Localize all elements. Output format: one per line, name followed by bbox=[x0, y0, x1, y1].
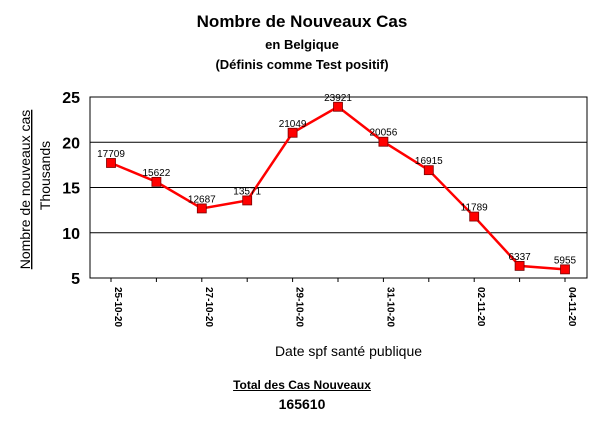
x-axis: 25-10-20 27-10-20 29-10-20 31-10-20 02-11-20… bbox=[110, 278, 577, 327]
line-chart: 5 10 15 20 25 25-10-20 27-10-20 29-10-20 31-10-… bbox=[17, 90, 588, 359]
data-label-28-10-20: 13571 bbox=[233, 186, 261, 197]
data-point-25-10-20 bbox=[106, 158, 116, 168]
data-label-01-11-20: 16915 bbox=[415, 156, 443, 167]
data-label-27-10-20: 12687 bbox=[188, 194, 216, 205]
y-tick-label-5: 5 bbox=[71, 271, 80, 288]
data-label-26-10-20: 15622 bbox=[142, 168, 170, 179]
x-tick-label-29-10-20: 29-10-20 bbox=[294, 287, 305, 327]
total-value: 165610 bbox=[278, 396, 326, 412]
chart-subtitle-country: en Belgique bbox=[265, 37, 339, 52]
data-point-03-11-20 bbox=[514, 261, 525, 271]
data-point-28-10-20 bbox=[242, 195, 253, 206]
data-point-27-10-20 bbox=[196, 203, 207, 214]
data-point-31-10-20 bbox=[378, 136, 389, 147]
x-tick-label-27-10-20: 27-10-20 bbox=[203, 287, 214, 327]
y-axis-unit: Thousands bbox=[37, 141, 53, 210]
chart-title: Nombre de Nouveaux Cas bbox=[196, 12, 408, 31]
x-axis-label: Date spf santé publique bbox=[275, 343, 422, 359]
chart-subtitle-definition: (Définis comme Test positif) bbox=[215, 57, 389, 72]
data-label-29-10-20: 21049 bbox=[279, 119, 307, 130]
x-tick-label-02-11-20: 02-11-20 bbox=[475, 287, 486, 327]
total-label: Total des Cas Nouveaux bbox=[233, 378, 371, 392]
y-axis-label: Nombre de nouveaux cas bbox=[17, 110, 33, 270]
data-label-04-11-20: 5955 bbox=[554, 255, 577, 266]
x-tick-label-31-10-20: 31-10-20 bbox=[384, 287, 395, 327]
data-point-30-10-20 bbox=[333, 101, 343, 112]
y-axis: 5 10 15 20 25 bbox=[62, 90, 80, 288]
series-new-cases: 17709 15622 12687 13571 21049 23921 20056 16915… bbox=[97, 93, 577, 275]
data-label-02-11-20: 11789 bbox=[461, 203, 489, 214]
x-tick-label-04-11-20: 04-11-20 bbox=[566, 287, 577, 327]
y-tick-label-20: 20 bbox=[62, 135, 80, 152]
data-point-26-10-20 bbox=[151, 176, 162, 187]
data-point-04-11-20 bbox=[560, 264, 570, 275]
data-point-29-10-20 bbox=[287, 127, 298, 138]
x-tick-label-25-10-20: 25-10-20 bbox=[112, 287, 123, 327]
y-tick-label-25: 25 bbox=[62, 90, 80, 107]
data-label-03-11-20: 6337 bbox=[508, 252, 531, 263]
data-label-30-10-20: 23921 bbox=[324, 93, 352, 104]
series-line-0 bbox=[110, 105, 566, 271]
y-tick-label-10: 10 bbox=[62, 226, 80, 243]
data-label-25-10-20: 17709 bbox=[97, 149, 125, 160]
data-label-31-10-20: 20056 bbox=[369, 128, 397, 139]
data-point-01-11-20 bbox=[423, 165, 434, 176]
data-point-02-11-20 bbox=[469, 211, 480, 222]
y-tick-label-15: 15 bbox=[62, 181, 80, 198]
